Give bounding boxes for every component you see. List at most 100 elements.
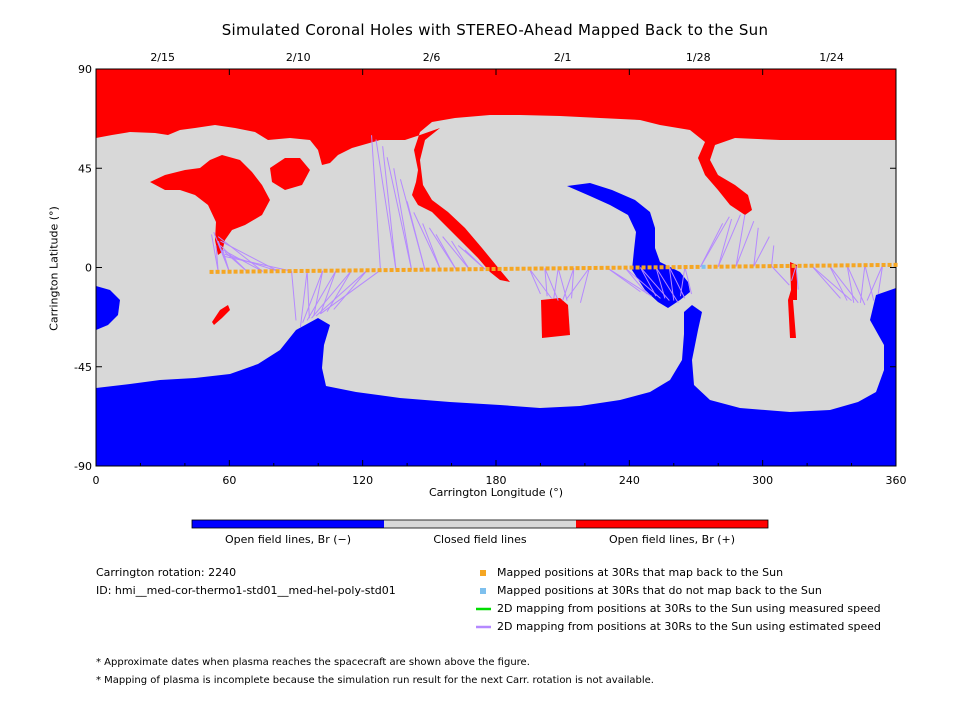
legend-item-measured: 2D mapping from positions at 30Rs to the… bbox=[497, 602, 881, 615]
estimated-mapping-line bbox=[668, 266, 686, 299]
estimated-mapping-line bbox=[213, 232, 230, 272]
mapped-point bbox=[431, 267, 436, 272]
mapped-point bbox=[413, 267, 418, 272]
mapped-point bbox=[695, 264, 700, 269]
run-id: ID: hmi__med-cor-thermo1-std01__med-hel-… bbox=[96, 584, 396, 597]
colorbar bbox=[191, 519, 769, 529]
mapped-point bbox=[479, 267, 484, 272]
mapped-point bbox=[407, 267, 412, 272]
estimated-mapping-line bbox=[311, 270, 352, 319]
estimated-mapping-line bbox=[606, 267, 652, 297]
mapped-point bbox=[893, 262, 898, 267]
y-axis-label: Carrington Latitude (°) bbox=[47, 206, 61, 331]
mapped-point bbox=[245, 269, 250, 274]
mapped-point bbox=[341, 268, 346, 273]
mapped-point bbox=[563, 266, 568, 271]
mapped-point bbox=[659, 265, 664, 270]
mapped-point bbox=[509, 266, 514, 271]
mapped-point bbox=[557, 266, 562, 271]
mapped-point bbox=[389, 268, 394, 273]
mapped-point bbox=[833, 263, 838, 268]
mapped-point bbox=[233, 269, 238, 274]
mapped-point bbox=[551, 266, 556, 271]
x-tick-label: 300 bbox=[752, 474, 773, 487]
estimated-mapping-line bbox=[371, 135, 381, 271]
estimated-mapping-line bbox=[393, 168, 413, 270]
mapped-point bbox=[533, 266, 538, 271]
estimated-mapping-line bbox=[811, 265, 841, 299]
mapped-point bbox=[629, 265, 634, 270]
mapped-point bbox=[323, 268, 328, 273]
x-tick-label: 360 bbox=[886, 474, 907, 487]
mapped-point bbox=[359, 268, 364, 273]
mapped-point bbox=[239, 269, 244, 274]
estimated-mapping-line bbox=[668, 267, 675, 301]
estimated-mapping-line bbox=[866, 264, 884, 301]
mapped-point bbox=[539, 266, 544, 271]
colorbar-label-closed: Closed field lines bbox=[433, 533, 527, 546]
mapped-point bbox=[491, 267, 496, 272]
estimated-mapping-line bbox=[553, 268, 559, 299]
mapped-point bbox=[653, 265, 658, 270]
mapped-point bbox=[887, 262, 892, 267]
estimated-mapping-line bbox=[753, 236, 770, 267]
estimated-mapping-line bbox=[655, 267, 666, 299]
unmapped-point bbox=[701, 264, 706, 269]
estimated-mapping-line bbox=[442, 236, 470, 270]
estimated-mapping-line bbox=[326, 270, 352, 312]
estimated-mapping-line bbox=[320, 269, 381, 315]
colorbar-segment bbox=[384, 520, 576, 528]
mapped-point bbox=[467, 267, 472, 272]
x-tick-label: 240 bbox=[619, 474, 640, 487]
mapped-point bbox=[215, 269, 220, 274]
top-date-label: 2/10 bbox=[286, 51, 311, 64]
estimated-mapping-line bbox=[413, 212, 441, 270]
estimated-mapping-line bbox=[864, 265, 875, 301]
estimated-mapping-line bbox=[435, 234, 457, 270]
mapped-point bbox=[353, 268, 358, 273]
mapped-point bbox=[521, 266, 526, 271]
top-date-label: 1/28 bbox=[686, 51, 711, 64]
y-tick-label: 90 bbox=[78, 63, 92, 76]
mapped-point bbox=[443, 267, 448, 272]
estimated-mapping-line bbox=[224, 255, 292, 272]
x-tick-label: 0 bbox=[93, 474, 100, 487]
estimated-mapping-line bbox=[771, 245, 775, 267]
estimated-mapping-line bbox=[544, 268, 548, 297]
top-date-label: 2/15 bbox=[150, 51, 175, 64]
mapped-point bbox=[881, 262, 886, 267]
estimated-mapping-line bbox=[771, 265, 790, 286]
estimated-mapping-line bbox=[828, 265, 848, 301]
estimated-mapping-line bbox=[571, 268, 575, 299]
estimated-mapping-line bbox=[386, 157, 413, 270]
estimated-mapping-line bbox=[306, 270, 310, 319]
mapped-point bbox=[497, 266, 502, 271]
estimated-mapping-line bbox=[315, 269, 368, 317]
mapped-point bbox=[449, 267, 454, 272]
estimated-mapping-line bbox=[464, 249, 486, 270]
mapped-point bbox=[569, 266, 574, 271]
estimated-mapping-line bbox=[795, 265, 799, 290]
mapped-point bbox=[767, 264, 772, 269]
mapped-point bbox=[839, 263, 844, 268]
mapped-point bbox=[275, 269, 280, 274]
y-tick-label: 45 bbox=[78, 162, 92, 175]
estimated-mapping-line bbox=[717, 218, 733, 267]
mapped-point bbox=[593, 265, 598, 270]
mapped-point bbox=[335, 268, 340, 273]
mapped-point bbox=[647, 265, 652, 270]
estimated-mapping-line bbox=[640, 267, 670, 301]
mapped-point bbox=[419, 267, 424, 272]
estimated-mapping-line bbox=[791, 265, 797, 281]
open-positive-patch-200 bbox=[541, 298, 570, 338]
mapped-point bbox=[299, 268, 304, 273]
mapped-point bbox=[809, 263, 814, 268]
mapped-point bbox=[311, 268, 316, 273]
estimated-mapping-line bbox=[217, 236, 263, 272]
estimated-mapping-line bbox=[215, 245, 219, 272]
estimated-mapping-line bbox=[313, 270, 324, 317]
colorbar-label-positive: Open field lines, Br (+) bbox=[608, 533, 736, 546]
mapped-point bbox=[455, 267, 460, 272]
mapped-point bbox=[779, 264, 784, 269]
estimated-mapping-line bbox=[302, 270, 324, 323]
